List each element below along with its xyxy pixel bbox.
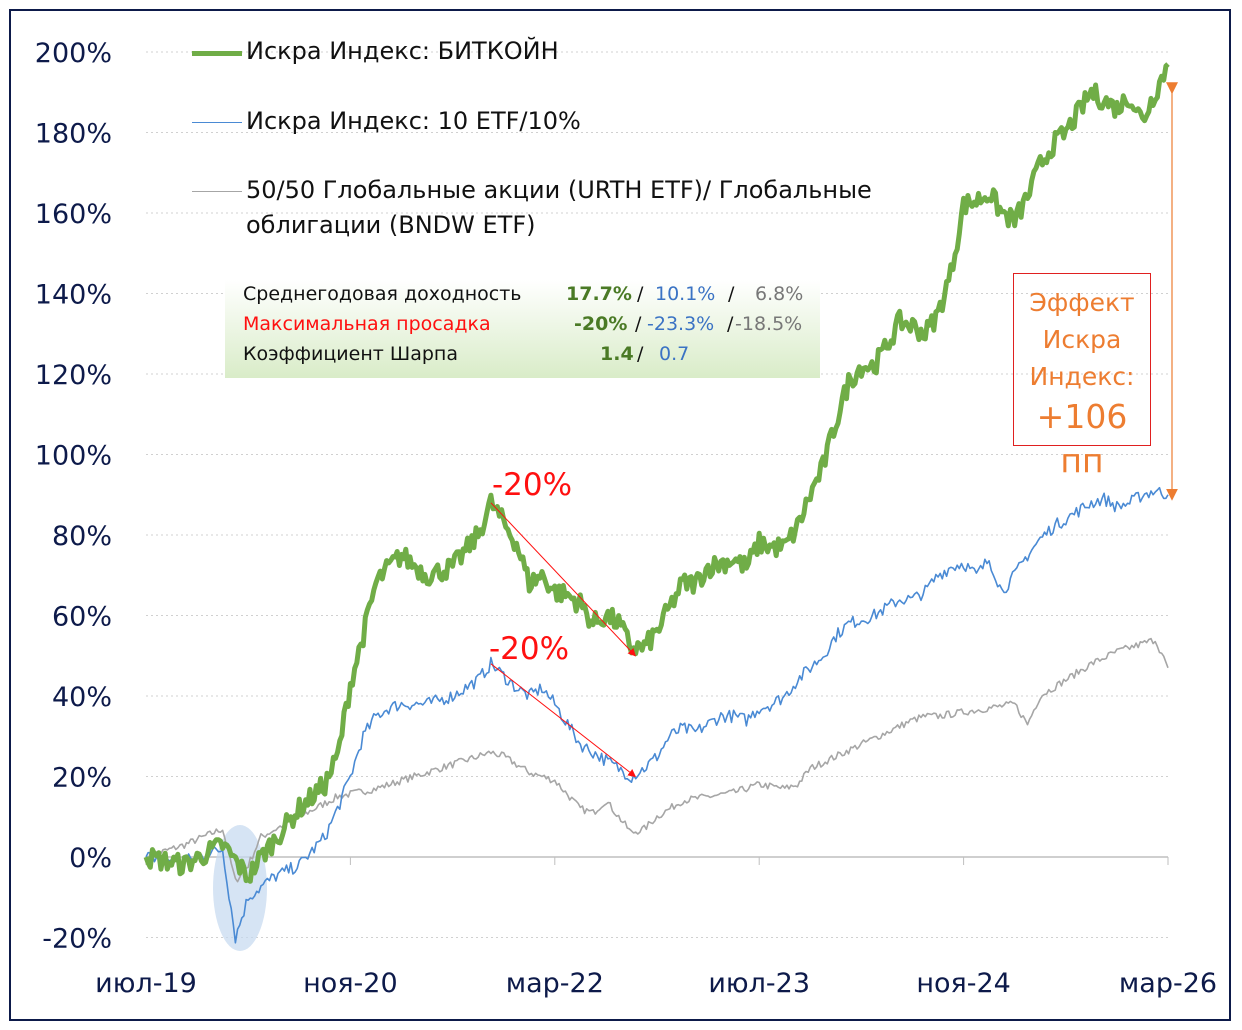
stats-sep: /	[637, 343, 644, 365]
legend-line-gray	[192, 191, 242, 192]
y-tick-label: 160%	[35, 199, 112, 230]
y-tick-label: 20%	[52, 763, 112, 794]
legend-line-green	[192, 51, 242, 56]
y-tick-label: -20%	[42, 924, 112, 955]
y-tick-label: 120%	[35, 360, 112, 391]
stats-row-sharpe: Коэффициент Шарпа 1.4 / 0.7	[243, 339, 823, 369]
stats-label: Коэффициент Шарпа	[243, 343, 458, 365]
stats-sep: /	[635, 313, 642, 335]
x-tick-label: мар-22	[506, 968, 604, 999]
stats-value-green: 17.7%	[566, 283, 632, 305]
chart-frame	[9, 9, 1231, 1021]
effect-line: Искра	[1042, 325, 1122, 354]
stats-row-drawdown: Максимальная просадка -20% / -23.3% / -1…	[243, 309, 823, 339]
series-line-2	[145, 637, 1169, 883]
effect-value: +106 пп	[1036, 397, 1128, 480]
stats-value-gray: 6.8%	[755, 283, 804, 305]
stats-value-green: 1.4	[600, 343, 634, 365]
x-tick-label: мар-26	[1119, 968, 1217, 999]
y-tick-label: 40%	[52, 682, 112, 713]
x-tick-label: июл-23	[708, 968, 810, 999]
stats-sep: /	[728, 283, 735, 305]
series-line-0	[143, 62, 1170, 884]
legend-label-green: Искра Индекс: БИТКОЙН	[246, 37, 559, 65]
stats-row-return: Среднегодовая доходность 17.7% / 10.1% /…	[243, 279, 823, 309]
stats-label: Среднегодовая доходность	[243, 283, 522, 305]
y-tick-label: 60%	[52, 602, 112, 633]
series-line-1	[145, 486, 1169, 944]
stats-value-blue: -23.3%	[647, 313, 715, 335]
y-tick-label: 80%	[52, 521, 112, 552]
y-tick-label: 0%	[69, 843, 112, 874]
stats-label: Максимальная просадка	[243, 313, 491, 335]
y-tick-label: 100%	[35, 441, 112, 472]
x-tick-label: июл-19	[95, 968, 197, 999]
stats-value-green: -20%	[574, 313, 628, 335]
stats-sep: /	[637, 283, 644, 305]
effect-annotation-box: Эффект Искра Индекс: +106 пп	[1013, 273, 1151, 480]
drawdown-label-blue: -20%	[489, 631, 570, 667]
drawdown-arrow-green	[490, 502, 636, 657]
legend-label-blue: Искра Индекс: 10 ETF/10%	[246, 107, 581, 135]
stats-box: Среднегодовая доходность 17.7% / 10.1% /…	[225, 280, 820, 378]
stats-value-blue: 0.7	[659, 343, 690, 365]
effect-line: Эффект	[1029, 288, 1135, 317]
x-tick-label: ноя-24	[916, 968, 1011, 999]
y-tick-label: 180%	[35, 119, 112, 150]
effect-line: Индекс:	[1029, 362, 1135, 391]
y-tick-label: 140%	[35, 280, 112, 311]
x-tick-label: ноя-20	[303, 968, 398, 999]
stats-value-blue: 10.1%	[655, 283, 716, 305]
y-tick-label: 200%	[35, 38, 112, 69]
stats-sep: /	[727, 313, 734, 335]
legend-label-gray: 50/50 Глобальные акции (URTH ETF)/ Глоба…	[246, 176, 872, 239]
drawdown-arrow-blue	[490, 663, 637, 778]
stats-value-gray: -18.5%	[735, 313, 803, 335]
drawdown-label-green: -20%	[492, 467, 573, 503]
legend-line-blue	[192, 122, 242, 123]
